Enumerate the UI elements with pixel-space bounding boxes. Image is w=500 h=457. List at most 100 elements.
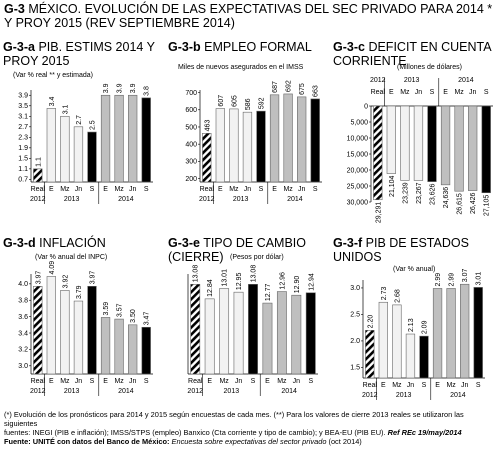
data-label: 3.92 — [62, 275, 69, 289]
data-label: 3.47 — [144, 312, 151, 326]
panel-title: G-3-e TIPO DE CAMBIO (CIERRE) — [168, 236, 306, 264]
year-group-label: 2012 — [187, 388, 203, 395]
bar — [229, 108, 239, 183]
category-label: Mz — [114, 378, 124, 385]
category-label: Jn — [469, 89, 477, 96]
data-label: 23,239 — [402, 182, 409, 204]
panel-title: G-3-a PIB. ESTIMS 2014 Y PROY 2015 — [3, 40, 155, 68]
year-group-label: 2013 — [233, 196, 249, 203]
bar — [33, 285, 43, 375]
data-label: 12.94 — [308, 273, 315, 291]
category-label: E — [207, 378, 212, 385]
y-tick-label: 1.5 — [18, 156, 28, 163]
panel-code: G-3-f — [333, 236, 363, 250]
data-label: 3.9 — [103, 83, 110, 93]
bar — [440, 105, 451, 186]
y-tick-label: 1.5 — [350, 365, 360, 372]
bar — [128, 324, 138, 375]
y-tick-label: 2.5 — [350, 312, 360, 319]
category-label: E — [218, 186, 223, 193]
category-label: Jn — [407, 382, 415, 389]
bar — [432, 288, 443, 379]
category-label: Mz — [60, 378, 70, 385]
panel-title: G-3-f PIB DE ESTADOS UNIDOS — [333, 236, 469, 264]
year-group-label: 2012 — [370, 77, 386, 84]
y-tick-label: 1.1 — [18, 166, 28, 173]
panel-pib-eu: G-3-f PIB DE ESTADOS UNIDOS (Var % anual… — [333, 236, 498, 408]
year-group-label: 2014 — [118, 196, 134, 203]
category-label: E — [389, 89, 394, 96]
data-label: 3.07 — [462, 269, 469, 283]
year-group-label: 2013 — [64, 388, 80, 395]
category-label: E — [443, 89, 448, 96]
category-label: Jn — [293, 378, 301, 385]
bar — [262, 302, 273, 375]
y-tick-label: 3.4 — [18, 330, 28, 337]
data-label: 13.08 — [251, 265, 258, 283]
panel-title-line1: TIPO DE CAMBIO — [203, 236, 306, 250]
category-label: Jn — [75, 378, 83, 385]
panel-inflacion: G-3-d INFLACIÓN (Var % anual del INPC) 4… — [3, 236, 163, 408]
data-label: 26,426 — [470, 192, 477, 214]
category-label: E — [103, 186, 108, 193]
bar — [248, 284, 258, 375]
panel-title-line2: (CIERRE) — [168, 250, 224, 264]
data-label: 3.97 — [90, 271, 97, 285]
category-label: S — [422, 382, 427, 389]
category-label: S — [144, 378, 149, 385]
panel-title-line2: PROY 2015 — [3, 54, 70, 68]
category-label: E — [381, 382, 386, 389]
y-tick-label: 3.2 — [18, 347, 28, 354]
category-label: Real — [371, 89, 386, 96]
bar — [46, 108, 56, 183]
bar — [305, 292, 316, 375]
data-label: 1.1 — [35, 157, 42, 167]
data-label: 3.9 — [130, 83, 137, 93]
bar — [141, 326, 151, 375]
year-group-label: 2013 — [64, 196, 80, 203]
y-tick-label: 4.0 — [18, 281, 28, 288]
data-label: 3.8 — [144, 86, 151, 96]
panel-code: G-3-e — [168, 236, 200, 250]
category-label: Real — [188, 378, 203, 385]
category-label: Jn — [461, 382, 469, 389]
category-label: Mz — [392, 382, 402, 389]
bar — [73, 300, 84, 375]
chart-inflacion: 4.0 3.8 3.6 3.4 3.2 3.0 3.97 Real 4.09 E 3.92 Mz 3.7… — [18, 261, 153, 396]
category-label: Mz — [400, 89, 410, 96]
data-label: 26,615 — [457, 193, 464, 215]
year-group-label: 2012 — [30, 388, 46, 395]
data-label: 2.13 — [408, 318, 415, 332]
y-tick-label: 20,000 — [347, 167, 369, 174]
data-label: 2.5 — [90, 120, 97, 130]
footer-line1: (*) Evolución de los pronósticos para 20… — [4, 410, 464, 428]
data-label: 663 — [313, 85, 320, 97]
year-group-label: 2012 — [362, 392, 378, 399]
panel-code: G-3-d — [3, 236, 36, 250]
category-label: E — [272, 186, 277, 193]
y-tick-label: 10,000 — [347, 135, 369, 142]
panel-title-line2: UNIDOS — [333, 250, 382, 264]
data-label: 586 — [245, 98, 252, 110]
data-label: 27,105 — [484, 195, 491, 217]
y-tick-label: 2.7 — [18, 124, 28, 131]
panel-code: G-3-c — [333, 40, 365, 54]
data-label: 23,626 — [430, 184, 437, 206]
category-label: Jn — [244, 186, 252, 193]
category-label: S — [430, 89, 435, 96]
panel-subtitle: Miles de nuevos asegurados en el IMSS — [178, 64, 304, 71]
header-code: G-3 — [4, 2, 25, 16]
bar — [419, 335, 429, 379]
data-label: 3.50 — [130, 309, 137, 323]
bar — [365, 330, 375, 379]
data-label: 692 — [286, 80, 293, 92]
bar — [33, 168, 43, 183]
bar — [413, 105, 424, 181]
panel-title: G-3-d INFLACIÓN — [3, 236, 106, 250]
panel-code: G-3-b — [168, 40, 201, 54]
panel-title-line1: PIB. ESTIMS 2014 Y — [38, 40, 155, 54]
panel-title-line1: DEFICIT EN CUENTA — [368, 40, 492, 54]
data-label: 463 — [204, 120, 211, 132]
year-group-label: 2013 — [224, 388, 240, 395]
header-title: MÉXICO. EVOLUCIÓN DE LAS EXPECTATIVAS DE… — [4, 2, 493, 30]
